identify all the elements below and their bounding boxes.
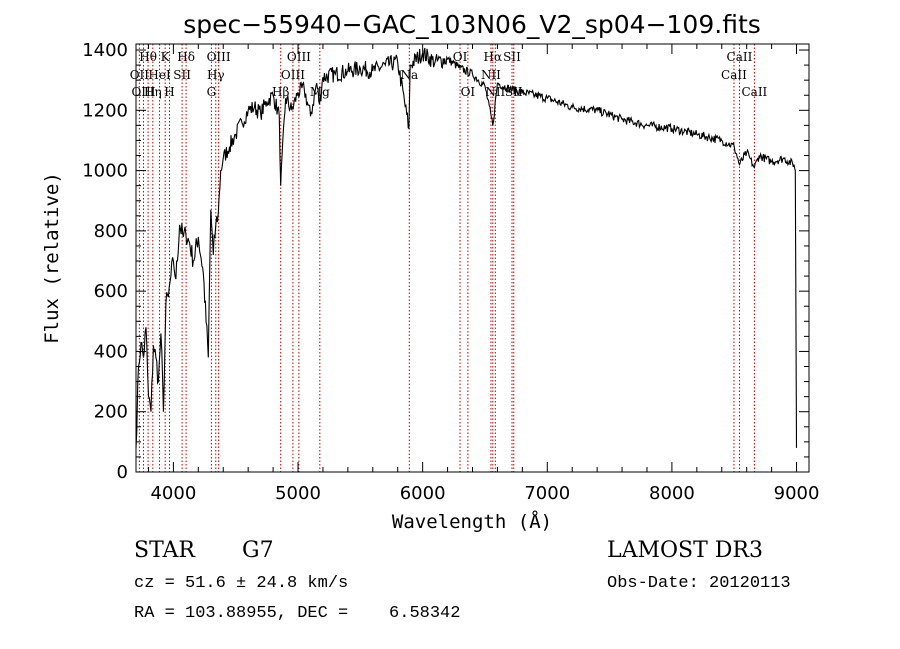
object-class: STAR — [134, 538, 195, 563]
line-marker-label: CaII — [721, 68, 747, 82]
line-marker-label: SII — [173, 68, 191, 82]
y-axis-label: Flux (relative) — [41, 172, 63, 344]
x-tick-label: 7000 — [524, 483, 570, 504]
y-tick-label: 600 — [94, 281, 128, 302]
line-marker-label: K — [161, 50, 171, 64]
line-marker-label: CaII — [741, 85, 767, 99]
line-marker-label: OI — [453, 50, 468, 64]
line-marker-label: SII — [503, 50, 521, 64]
y-tick-label: 800 — [94, 221, 128, 242]
velocity-readout: cz = 51.6 ± 24.8 km/s — [134, 574, 349, 593]
line-marker-label: Hγ — [207, 68, 225, 82]
line-marker-label: Hδ — [177, 50, 195, 64]
y-tick-label: 200 — [94, 402, 128, 423]
x-tick-label: 8000 — [649, 483, 695, 504]
spectrum-line — [135, 47, 798, 448]
line-marker-label: G — [207, 85, 217, 99]
line-marker-label: NII — [481, 68, 501, 82]
line-marker-label: OII — [130, 68, 150, 82]
x-axis-ticks: 4000 5000 6000 7000 8000 9000 — [147, 44, 820, 504]
x-axis-label: Wavelength (Å) — [392, 510, 552, 533]
line-marker-label: Na — [400, 68, 418, 82]
x-tick-label: 4000 — [150, 483, 196, 504]
line-marker-label: HeI — [148, 68, 171, 82]
line-marker-label: Hθ — [139, 50, 157, 64]
y-tick-label: 400 — [94, 341, 128, 362]
line-marker-label: OI — [461, 85, 476, 99]
line-marker-label: Hη — [144, 85, 162, 99]
coordinates-readout: RA = 103.88955, DEC = 6.58342 — [134, 604, 461, 623]
object-subclass: G7 — [242, 538, 274, 563]
x-tick-label: 9000 — [774, 483, 820, 504]
y-tick-label: 1000 — [82, 161, 128, 182]
line-marker-label: OIII — [207, 50, 231, 64]
chart-title: spec−55940−GAC_103N06_V2_sp04−109.fits — [183, 10, 761, 39]
x-tick-label: 5000 — [275, 483, 321, 504]
observation-date: Obs-Date: 20120113 — [607, 574, 791, 593]
y-axis-ticks: 0 200 400 600 800 1000 1200 1400 — [82, 40, 809, 483]
plot-frame — [135, 43, 810, 473]
spectral-line-markers — [138, 44, 755, 472]
line-marker-label: Mg — [310, 85, 330, 99]
y-tick-label: 1400 — [82, 40, 128, 61]
survey-name: LAMOST DR3 — [607, 538, 763, 563]
y-tick-label: 0 — [117, 462, 128, 483]
line-marker-label: OIII — [281, 68, 305, 82]
x-tick-label: 6000 — [400, 483, 446, 504]
line-marker-label: Hβ — [272, 85, 289, 99]
line-marker-label: H — [164, 85, 174, 99]
line-marker-label: CaII — [727, 50, 753, 64]
y-tick-label: 1200 — [82, 100, 128, 121]
line-marker-label: Hα — [484, 50, 503, 64]
line-marker-label: OIII — [287, 50, 311, 64]
